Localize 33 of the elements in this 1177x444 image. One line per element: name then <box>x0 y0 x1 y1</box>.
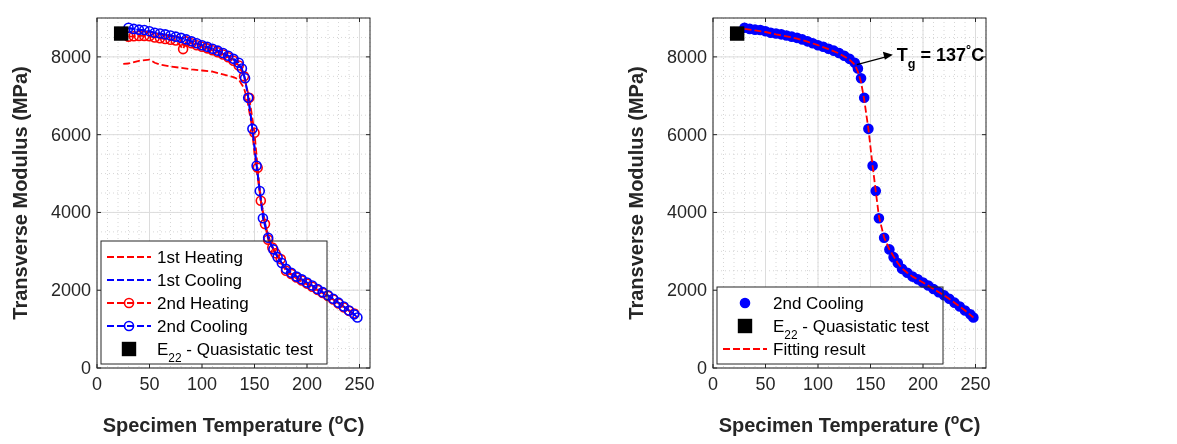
legend-label: 1st Heating <box>157 248 243 267</box>
legend-label: E$_{22}$ - Quasistatic test <box>773 317 930 342</box>
legend-label: 1st Cooling <box>157 271 243 290</box>
y-axis-title: Transverse Modulus (MPa) <box>9 66 31 320</box>
legend-label: Fitting result <box>773 340 866 359</box>
y-tick-label: 6000 <box>50 124 91 145</box>
y-tick-label: 2000 <box>666 280 707 301</box>
x-axis-title: Specimen Temperature ($^{o}$C) <box>102 411 365 436</box>
x-tick-label: 150 <box>855 374 886 394</box>
y-tick-label: 0 <box>696 358 707 378</box>
y-tick-label: 6000 <box>666 124 707 145</box>
x-tick-label: 250 <box>344 374 375 394</box>
x-tick-label: 250 <box>960 374 991 394</box>
legend-label: 2nd Cooling <box>157 317 248 336</box>
x-tick-label: 200 <box>291 374 323 394</box>
y-tick-label: 8000 <box>50 46 91 67</box>
y-tick-label: 8000 <box>666 46 707 67</box>
annotation: T$_{g}$ = 137$^{°}$C <box>896 42 985 71</box>
x-tick-label: 50 <box>139 374 160 394</box>
y-tick-label: 4000 <box>666 202 707 223</box>
y-axis-title: Transverse Modulus (MPa) <box>625 66 647 320</box>
legend-label: E$_{22}$ - Quasistatic test <box>157 340 314 365</box>
legend-label: 2nd Heating <box>157 294 249 313</box>
y-tick-label: 0 <box>80 358 91 378</box>
x-tick-label: 150 <box>239 374 270 394</box>
x-axis-title: Specimen Temperature ($^{o}$C) <box>718 411 981 436</box>
x-tick-label: 200 <box>907 374 939 394</box>
legend-label: 2nd Cooling <box>773 294 864 313</box>
x-tick-label: 50 <box>755 374 776 394</box>
y-tick-label: 2000 <box>50 280 91 301</box>
x-tick-label: 100 <box>186 374 218 394</box>
y-tick-label: 4000 <box>50 202 91 223</box>
x-tick-label: 100 <box>802 374 834 394</box>
